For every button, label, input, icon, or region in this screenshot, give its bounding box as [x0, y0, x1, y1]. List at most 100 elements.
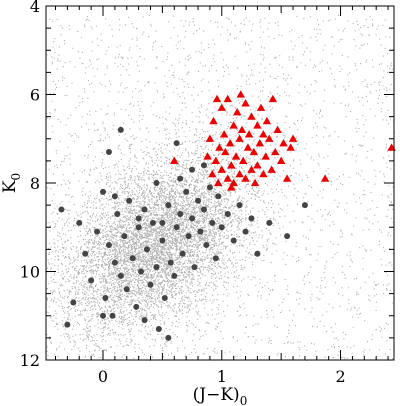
dark-point	[159, 219, 166, 226]
dark-point	[129, 255, 136, 262]
background-point-cloud	[46, 14, 395, 362]
dark-point	[179, 250, 186, 257]
red-triangle-point	[288, 134, 298, 142]
background-points	[46, 14, 395, 362]
red-triangle-point	[227, 161, 236, 169]
dark-point	[200, 162, 207, 169]
x-tick-label: 1	[217, 367, 227, 386]
dark-point	[153, 264, 160, 271]
dark-points	[58, 126, 308, 341]
dark-point	[64, 321, 71, 328]
red-triangle-point	[219, 130, 229, 138]
red-triangle-point	[268, 94, 278, 103]
dark-point	[209, 219, 216, 226]
dark-point	[171, 272, 178, 279]
dark-point	[284, 233, 291, 240]
red-triangle-point	[221, 147, 230, 156]
red-triangle-point	[282, 174, 292, 182]
dark-point	[82, 250, 89, 257]
red-triangle-point	[236, 90, 245, 98]
dark-point	[133, 303, 140, 310]
dark-point	[203, 241, 210, 248]
red-triangle-point	[259, 169, 268, 178]
dark-point	[242, 228, 249, 235]
dark-point	[212, 255, 219, 262]
red-triangle-point	[217, 165, 226, 173]
dark-point	[88, 277, 95, 284]
red-triangles	[170, 90, 396, 191]
y-tick-label: 8	[30, 174, 40, 193]
dark-point	[121, 233, 128, 240]
dark-point	[153, 180, 160, 186]
red-triangle-point	[247, 112, 256, 120]
red-triangle-point	[170, 156, 179, 165]
red-triangle-point	[233, 108, 242, 116]
dark-point	[177, 175, 184, 182]
dark-point	[58, 206, 65, 213]
red-triangle-point	[231, 152, 241, 160]
dark-point	[236, 202, 243, 209]
dark-point	[135, 215, 142, 222]
dark-point	[177, 210, 184, 217]
red-triangle-point	[271, 147, 280, 156]
dark-point	[155, 326, 162, 333]
red-triangle-point	[223, 94, 232, 103]
red-triangle-point	[223, 174, 232, 182]
red-triangle-point	[211, 156, 221, 165]
dark-point	[215, 193, 222, 200]
dark-point	[109, 312, 116, 319]
dark-point	[76, 219, 83, 226]
dark-point	[126, 197, 133, 204]
dark-point	[147, 281, 154, 288]
red-triangle-point	[273, 125, 282, 134]
dark-point	[165, 334, 172, 341]
red-triangle-point	[253, 161, 262, 169]
y-tick-label: 6	[30, 86, 40, 105]
x-axis-label-sub: 0	[240, 394, 248, 406]
dark-point	[173, 224, 180, 231]
dark-point	[149, 219, 156, 226]
dark-point	[141, 317, 148, 324]
red-triangle-point	[217, 103, 226, 111]
red-triangle-point	[320, 174, 330, 182]
red-triangle-point	[244, 130, 254, 138]
dark-point	[266, 219, 273, 226]
x-tick-label: 2	[335, 367, 345, 386]
dark-point	[173, 140, 180, 147]
dark-point	[224, 210, 231, 217]
y-axis-label-main: K	[0, 180, 20, 193]
red-triangle-point	[227, 183, 236, 191]
dark-point	[185, 233, 192, 240]
dark-point	[138, 268, 145, 275]
dark-point	[135, 224, 142, 231]
red-triangle-point	[208, 169, 217, 178]
dark-point	[100, 188, 107, 195]
dark-point	[102, 295, 109, 302]
dark-point	[111, 259, 118, 266]
x-axis-label-main: (J−K)	[193, 385, 240, 405]
dark-point	[114, 210, 121, 217]
dark-point	[248, 215, 255, 222]
y-tick-label: 10	[20, 263, 40, 282]
red-triangle-point	[286, 143, 295, 151]
dark-point	[117, 272, 124, 279]
red-triangle-point	[235, 134, 244, 142]
red-triangle-point	[267, 165, 276, 173]
red-triangle-point	[261, 152, 270, 160]
dark-point	[254, 250, 261, 257]
dark-point	[161, 295, 168, 302]
red-triangle-point	[259, 130, 268, 138]
red-triangle-point	[247, 165, 256, 173]
red-triangle-point	[205, 134, 215, 142]
y-axis-label: K0	[0, 173, 23, 193]
y-axis-label-sub: 0	[9, 173, 23, 181]
y-tick-label: 12	[20, 351, 40, 370]
dark-point	[230, 237, 237, 244]
dark-point	[123, 286, 130, 293]
dark-point	[70, 299, 77, 306]
dark-point	[105, 149, 112, 156]
dark-point	[218, 224, 225, 231]
dark-point	[189, 166, 196, 173]
